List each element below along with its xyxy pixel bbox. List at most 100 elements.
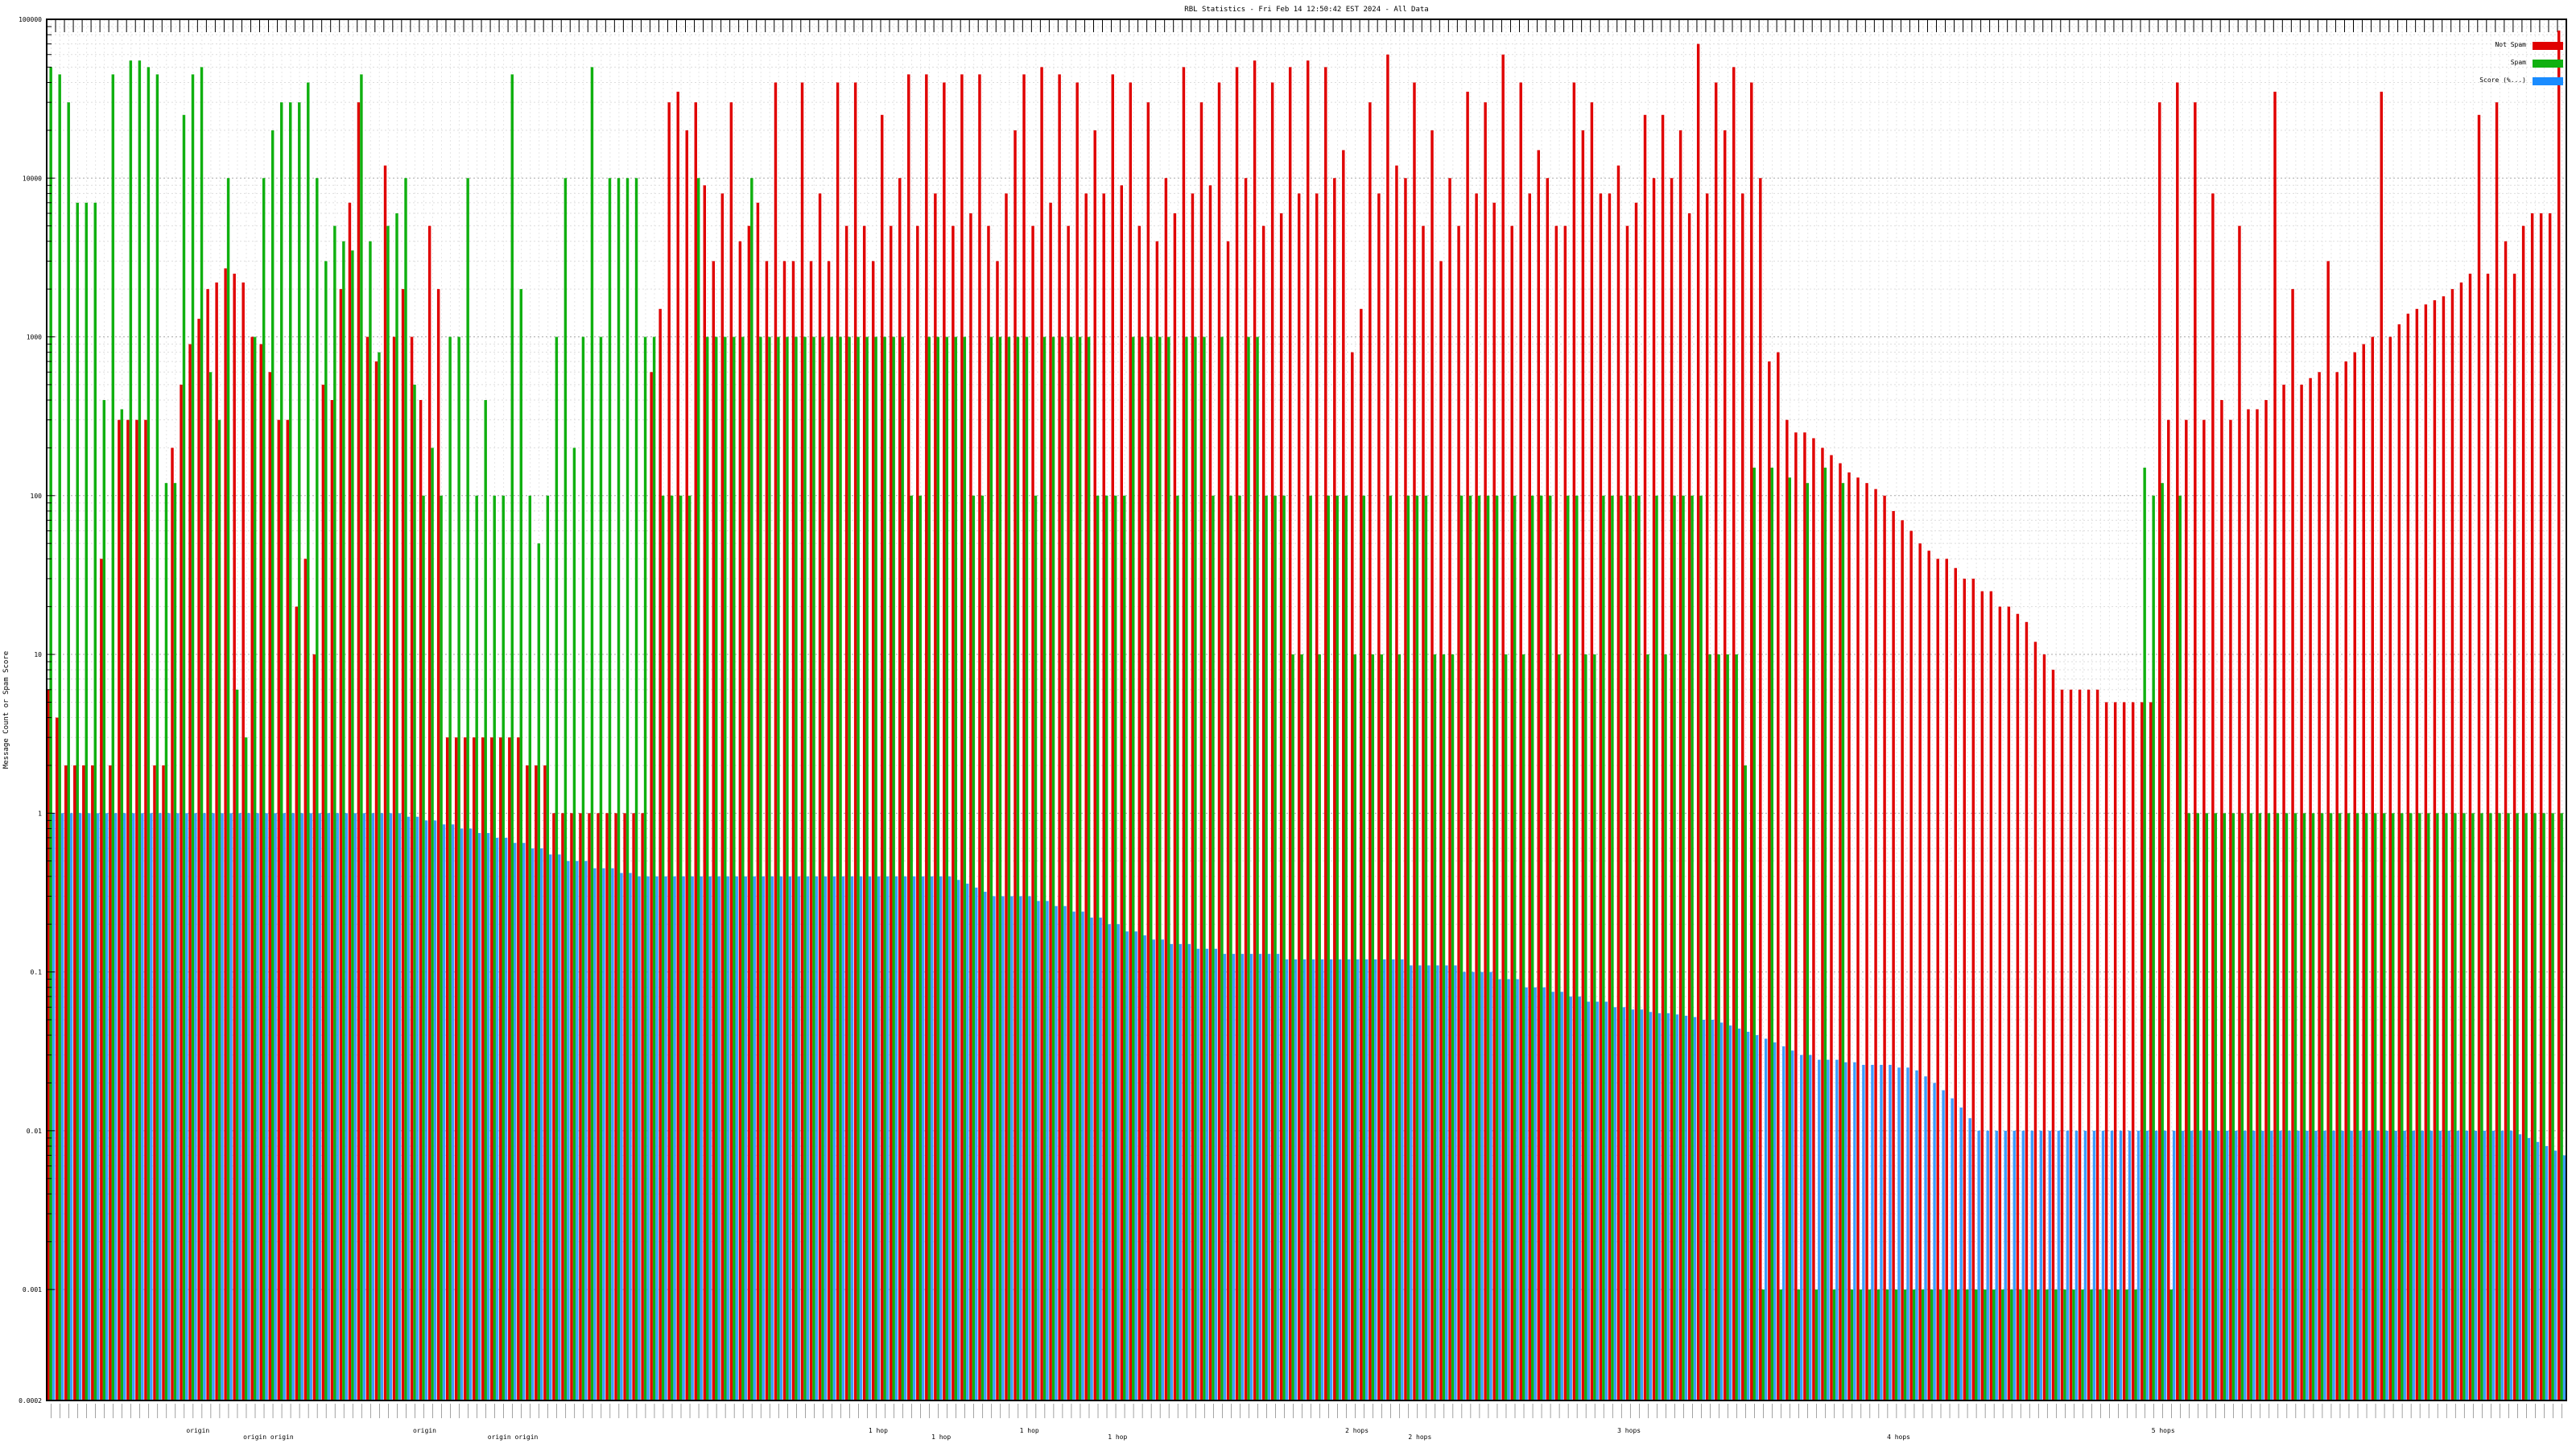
- bar-spam: [1530, 495, 1534, 1400]
- bar-score: [1187, 943, 1191, 1400]
- bar-not-spam: [2380, 91, 2384, 1400]
- bar-spam: [2329, 813, 2333, 1400]
- bar-not-spam: [1377, 193, 1381, 1400]
- bar-score: [1329, 959, 1333, 1400]
- bar-not-spam: [1199, 102, 1203, 1401]
- bar-spam: [1229, 495, 1232, 1400]
- bar-not-spam: [658, 308, 662, 1401]
- bar-score: [247, 813, 250, 1400]
- bar-score: [1472, 971, 1475, 1400]
- bar-not-spam: [1386, 54, 1389, 1400]
- bar-spam: [1220, 336, 1224, 1400]
- bar-not-spam: [242, 282, 245, 1400]
- bar-not-spam: [1395, 165, 1398, 1401]
- bar-score: [424, 820, 428, 1400]
- bar-score: [1862, 1064, 1865, 1400]
- bar-spam: [537, 543, 541, 1401]
- bar-not-spam: [1963, 578, 1967, 1400]
- bar-score: [1356, 959, 1360, 1400]
- bar-score: [2314, 1130, 2318, 1400]
- bar-score: [2208, 1130, 2211, 1400]
- bar-not-spam: [1430, 130, 1434, 1401]
- bar-not-spam: [153, 765, 156, 1400]
- bar-spam: [298, 102, 301, 1401]
- bar-score: [1489, 971, 1492, 1400]
- bar-score: [1117, 924, 1120, 1400]
- bar-spam: [2524, 813, 2528, 1400]
- bar-spam: [1185, 336, 1188, 1400]
- bar-spam: [2364, 813, 2368, 1400]
- x-group-label: 1 hop: [1020, 1427, 1039, 1434]
- bar-not-spam: [1777, 352, 1780, 1401]
- bar-not-spam: [676, 91, 679, 1400]
- bar-not-spam: [1297, 193, 1301, 1400]
- bar-score: [1800, 1054, 1803, 1400]
- bar-not-spam: [135, 419, 138, 1400]
- bar-score: [1880, 1064, 1883, 1400]
- bar-spam: [1620, 495, 1623, 1400]
- bar-spam: [1194, 336, 1197, 1400]
- bar-score: [894, 876, 898, 1400]
- bar-score: [841, 876, 845, 1400]
- bar-score: [1711, 1019, 1715, 1400]
- bar-score: [1258, 954, 1262, 1400]
- bar-score: [78, 813, 82, 1400]
- bar-score: [2039, 1130, 2043, 1400]
- bar-spam: [2090, 1289, 2093, 1400]
- bar-spam: [2037, 1289, 2040, 1400]
- bar-not-spam: [1422, 225, 1425, 1400]
- bar-score: [460, 828, 464, 1400]
- bar-spam: [2293, 813, 2297, 1400]
- bar-not-spam: [1821, 448, 1824, 1400]
- bar-not-spam: [774, 82, 778, 1401]
- bar-not-spam: [330, 400, 334, 1400]
- bar-score: [2252, 1130, 2256, 1400]
- x-group-label: 1 hop: [869, 1427, 888, 1434]
- bar-score: [1569, 996, 1572, 1400]
- bar-spam: [910, 495, 913, 1400]
- bar-score: [2057, 1130, 2061, 1400]
- bar-not-spam: [109, 765, 112, 1400]
- bar-not-spam: [1830, 455, 1833, 1400]
- bar-not-spam: [561, 813, 564, 1400]
- bar-spam: [1841, 483, 1845, 1400]
- bar-not-spam: [1226, 241, 1230, 1400]
- bar-not-spam: [508, 737, 511, 1400]
- bar-spam: [1966, 1289, 1969, 1400]
- bar-spam: [1602, 495, 1605, 1400]
- bar-not-spam: [1980, 591, 1984, 1400]
- bar-not-spam: [818, 193, 822, 1400]
- bar-not-spam: [579, 813, 582, 1400]
- bar-spam: [431, 448, 434, 1400]
- bar-not-spam: [1457, 225, 1460, 1400]
- bar-not-spam: [2406, 313, 2410, 1400]
- bar-not-spam: [729, 102, 733, 1401]
- bar-spam: [493, 495, 496, 1400]
- bar-not-spam: [1475, 193, 1478, 1400]
- bar-score: [1374, 959, 1377, 1400]
- bar-spam: [857, 336, 860, 1400]
- bar-score: [159, 813, 162, 1400]
- bar-spam: [1495, 495, 1499, 1400]
- bar-spam: [2125, 1289, 2128, 1400]
- bar-not-spam: [2060, 689, 2064, 1400]
- bar-spam: [2107, 1289, 2111, 1400]
- bar-spam: [1806, 483, 1810, 1400]
- bar-not-spam: [1137, 225, 1141, 1400]
- bar-score: [1631, 1009, 1635, 1400]
- bar-score: [832, 876, 836, 1400]
- bar-score: [486, 832, 490, 1400]
- bar-not-spam: [1022, 74, 1026, 1401]
- bar-score: [2518, 1134, 2522, 1400]
- bar-not-spam: [2371, 336, 2374, 1400]
- bar-spam: [519, 289, 523, 1400]
- bar-not-spam: [632, 813, 635, 1400]
- bar-score: [380, 813, 384, 1400]
- bar-not-spam: [383, 165, 387, 1401]
- bar-score: [708, 876, 712, 1400]
- bar-spam: [2409, 813, 2413, 1400]
- bar-score: [753, 876, 757, 1400]
- bar-not-spam: [1519, 82, 1522, 1401]
- bar-not-spam: [250, 336, 254, 1400]
- bar-not-spam: [2450, 289, 2454, 1400]
